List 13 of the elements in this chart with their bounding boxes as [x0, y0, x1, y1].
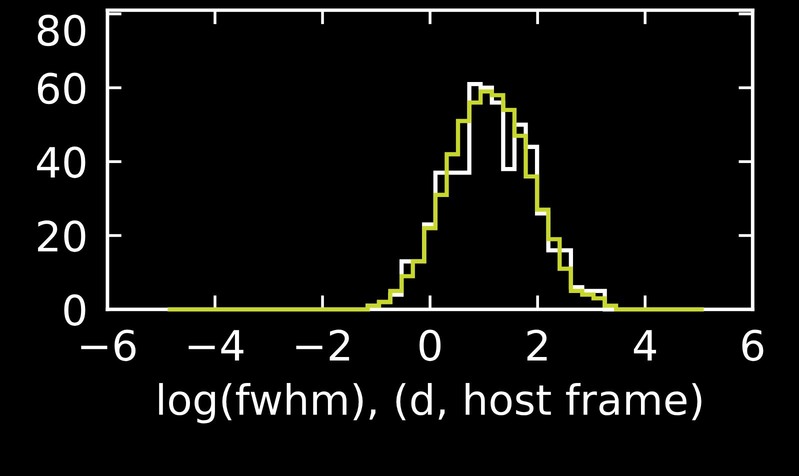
x-tick-label: −2: [296, 330, 350, 361]
x-tick-label: 4: [634, 330, 656, 361]
y-tick-label: 20: [38, 220, 86, 252]
y-tick-label: 40: [37, 146, 86, 178]
y-tick-label: 0: [64, 294, 86, 326]
x-tick-label: −4: [188, 330, 244, 361]
y-tick-label: 60: [38, 72, 86, 104]
x-axis-title: log(fwhm), (d, host frame): [159, 383, 702, 424]
x-tick-label: 0: [420, 330, 441, 362]
x-tick-label: 2: [527, 330, 547, 361]
x-tick-label: 6: [742, 330, 764, 362]
y-tick-label: 80: [38, 14, 86, 46]
x-tick-label: −6: [81, 330, 136, 362]
